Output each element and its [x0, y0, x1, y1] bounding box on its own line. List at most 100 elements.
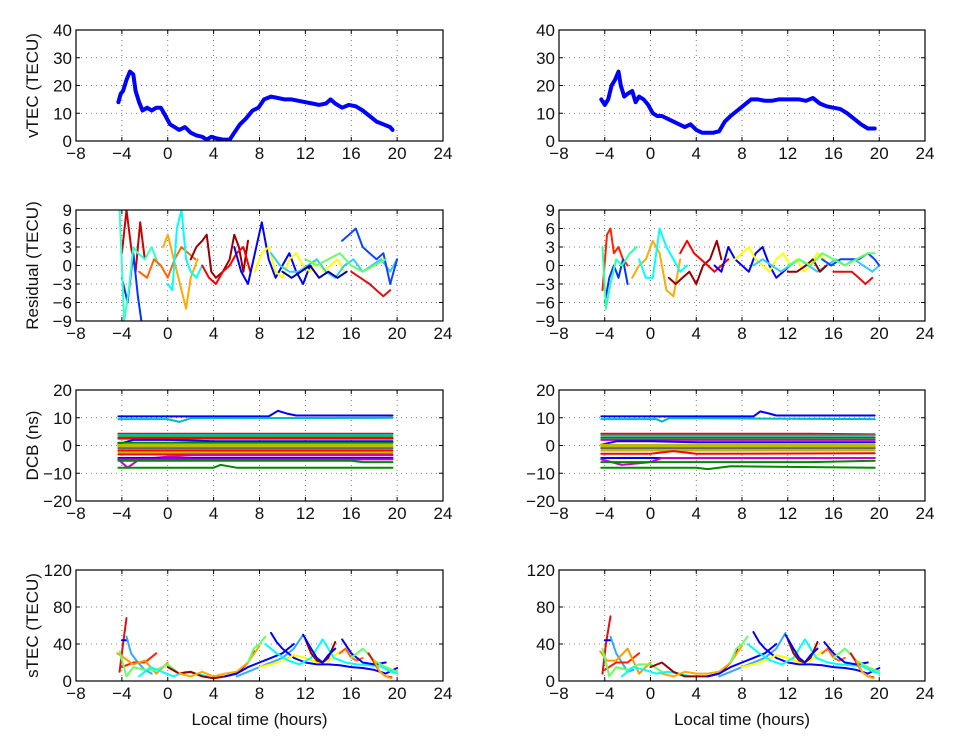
- x-tick-label: −8: [66, 324, 85, 343]
- series-line-t10: [706, 643, 778, 678]
- series-line-t5: [116, 652, 169, 675]
- x-tick-label: 16: [342, 504, 361, 523]
- x-tick-label: 8: [255, 504, 264, 523]
- x-tick-label: 8: [737, 684, 746, 703]
- x-tick-label: 20: [870, 504, 889, 523]
- x-tick-label: 12: [296, 324, 315, 343]
- series-line-d2: [117, 416, 394, 423]
- y-tick-label: 6: [546, 220, 555, 239]
- y-tick-label: 10: [53, 409, 72, 428]
- series-line-s6: [166, 210, 204, 292]
- series-line-t9: [660, 644, 743, 678]
- y-tick-label: 30: [53, 49, 72, 68]
- series-line-s13: [832, 270, 874, 285]
- x-axis-label: Local time (hours): [191, 710, 327, 729]
- series-group: [599, 69, 877, 135]
- series-line-t12: [729, 635, 749, 664]
- series-group: [117, 409, 394, 469]
- x-tick-label: −8: [66, 504, 85, 523]
- series-line-d1: [117, 409, 394, 418]
- y-tick-label: 40: [536, 635, 555, 654]
- x-tick-label: 16: [824, 504, 843, 523]
- x-tick-label: 12: [296, 504, 315, 523]
- y-tick-label: 40: [53, 21, 72, 40]
- x-tick-label: 4: [209, 684, 218, 703]
- x-tick-label: −4: [112, 684, 131, 703]
- y-axis-label: DCB (ns): [23, 411, 42, 481]
- x-tick-label: 24: [916, 684, 935, 703]
- x-tick-label: −4: [595, 684, 614, 703]
- x-tick-label: 8: [737, 324, 746, 343]
- x-tick-label: −8: [549, 144, 568, 163]
- series-group: [601, 227, 881, 310]
- x-tick-label: 12: [296, 144, 315, 163]
- series-line-vTEC: [116, 69, 395, 141]
- x-tick-label: 20: [388, 324, 407, 343]
- series-line-t9: [178, 644, 261, 678]
- y-tick-label: −9: [536, 312, 555, 331]
- series-line-s14: [786, 252, 876, 267]
- y-tick-label: 0: [546, 132, 555, 151]
- x-tick-label: 0: [646, 684, 655, 703]
- series-line-s10: [752, 258, 881, 273]
- x-tick-label: −4: [112, 504, 131, 523]
- x-tick-label: −8: [549, 504, 568, 523]
- y-tick-label: 9: [63, 201, 72, 220]
- y-axis-label: vTEC (TECU): [23, 33, 42, 138]
- x-tick-label: −4: [112, 324, 131, 343]
- x-tick-label: 12: [778, 504, 797, 523]
- series-line-t22: [855, 659, 875, 680]
- series-line-s7: [679, 239, 730, 273]
- series-line-t15: [746, 638, 881, 675]
- series-line-d12: [600, 450, 876, 455]
- x-tick-label: 24: [434, 504, 453, 523]
- x-tick-label: 4: [692, 504, 701, 523]
- y-tick-label: 9: [546, 201, 555, 220]
- series-line-d7: [600, 440, 876, 446]
- y-tick-label: −6: [536, 294, 555, 313]
- series-line-s10: [253, 246, 346, 279]
- y-tick-label: 3: [63, 238, 72, 257]
- x-tick-label: 4: [692, 324, 701, 343]
- x-tick-label: 8: [737, 504, 746, 523]
- x-tick-label: 16: [824, 144, 843, 163]
- series-line-d2: [600, 417, 876, 423]
- series-line-s12: [281, 264, 348, 279]
- x-tick-label: 24: [916, 144, 935, 163]
- series-line-d7: [117, 438, 394, 446]
- x-tick-label: 4: [692, 144, 701, 163]
- x-tick-label: 8: [255, 324, 264, 343]
- x-tick-label: 0: [163, 144, 172, 163]
- x-tick-label: 4: [209, 504, 218, 523]
- series-group: [116, 617, 399, 680]
- stec-right-panel: −8 −4 0 4 8 12 16 20 24 0 40 80 120 Local time (hours…: [527, 561, 935, 729]
- y-tick-label: −9: [53, 312, 72, 331]
- x-tick-label: 16: [824, 324, 843, 343]
- dcb-left-panel: −8 −4 0 4 8 12 16 20 24 −20 −10 0 10 20 DCB (ns): [23, 381, 452, 523]
- x-tick-label: 24: [434, 324, 453, 343]
- x-tick-label: 24: [916, 324, 935, 343]
- x-tick-label: 4: [692, 684, 701, 703]
- x-tick-label: 20: [388, 504, 407, 523]
- series-group: [599, 615, 881, 680]
- y-tick-label: 20: [53, 77, 72, 96]
- series-line-s12: [821, 252, 881, 267]
- x-tick-label: 0: [163, 684, 172, 703]
- dcb-right-panel: −8 −4 0 4 8 12 16 20 24 −20 −10 0 10 20: [526, 381, 934, 523]
- series-line-s11: [270, 252, 399, 279]
- series-line-s3: [118, 210, 160, 321]
- series-line-s15: [304, 252, 387, 273]
- y-tick-label: 80: [536, 598, 555, 617]
- y-tick-label: 0: [63, 257, 72, 276]
- x-tick-label: 16: [342, 684, 361, 703]
- y-tick-label: 20: [536, 381, 555, 400]
- y-tick-label: 0: [546, 257, 555, 276]
- series-line-t22: [373, 659, 393, 680]
- series-line-s6: [667, 239, 723, 285]
- y-tick-label: 30: [536, 49, 555, 68]
- series-line-s5: [162, 233, 199, 310]
